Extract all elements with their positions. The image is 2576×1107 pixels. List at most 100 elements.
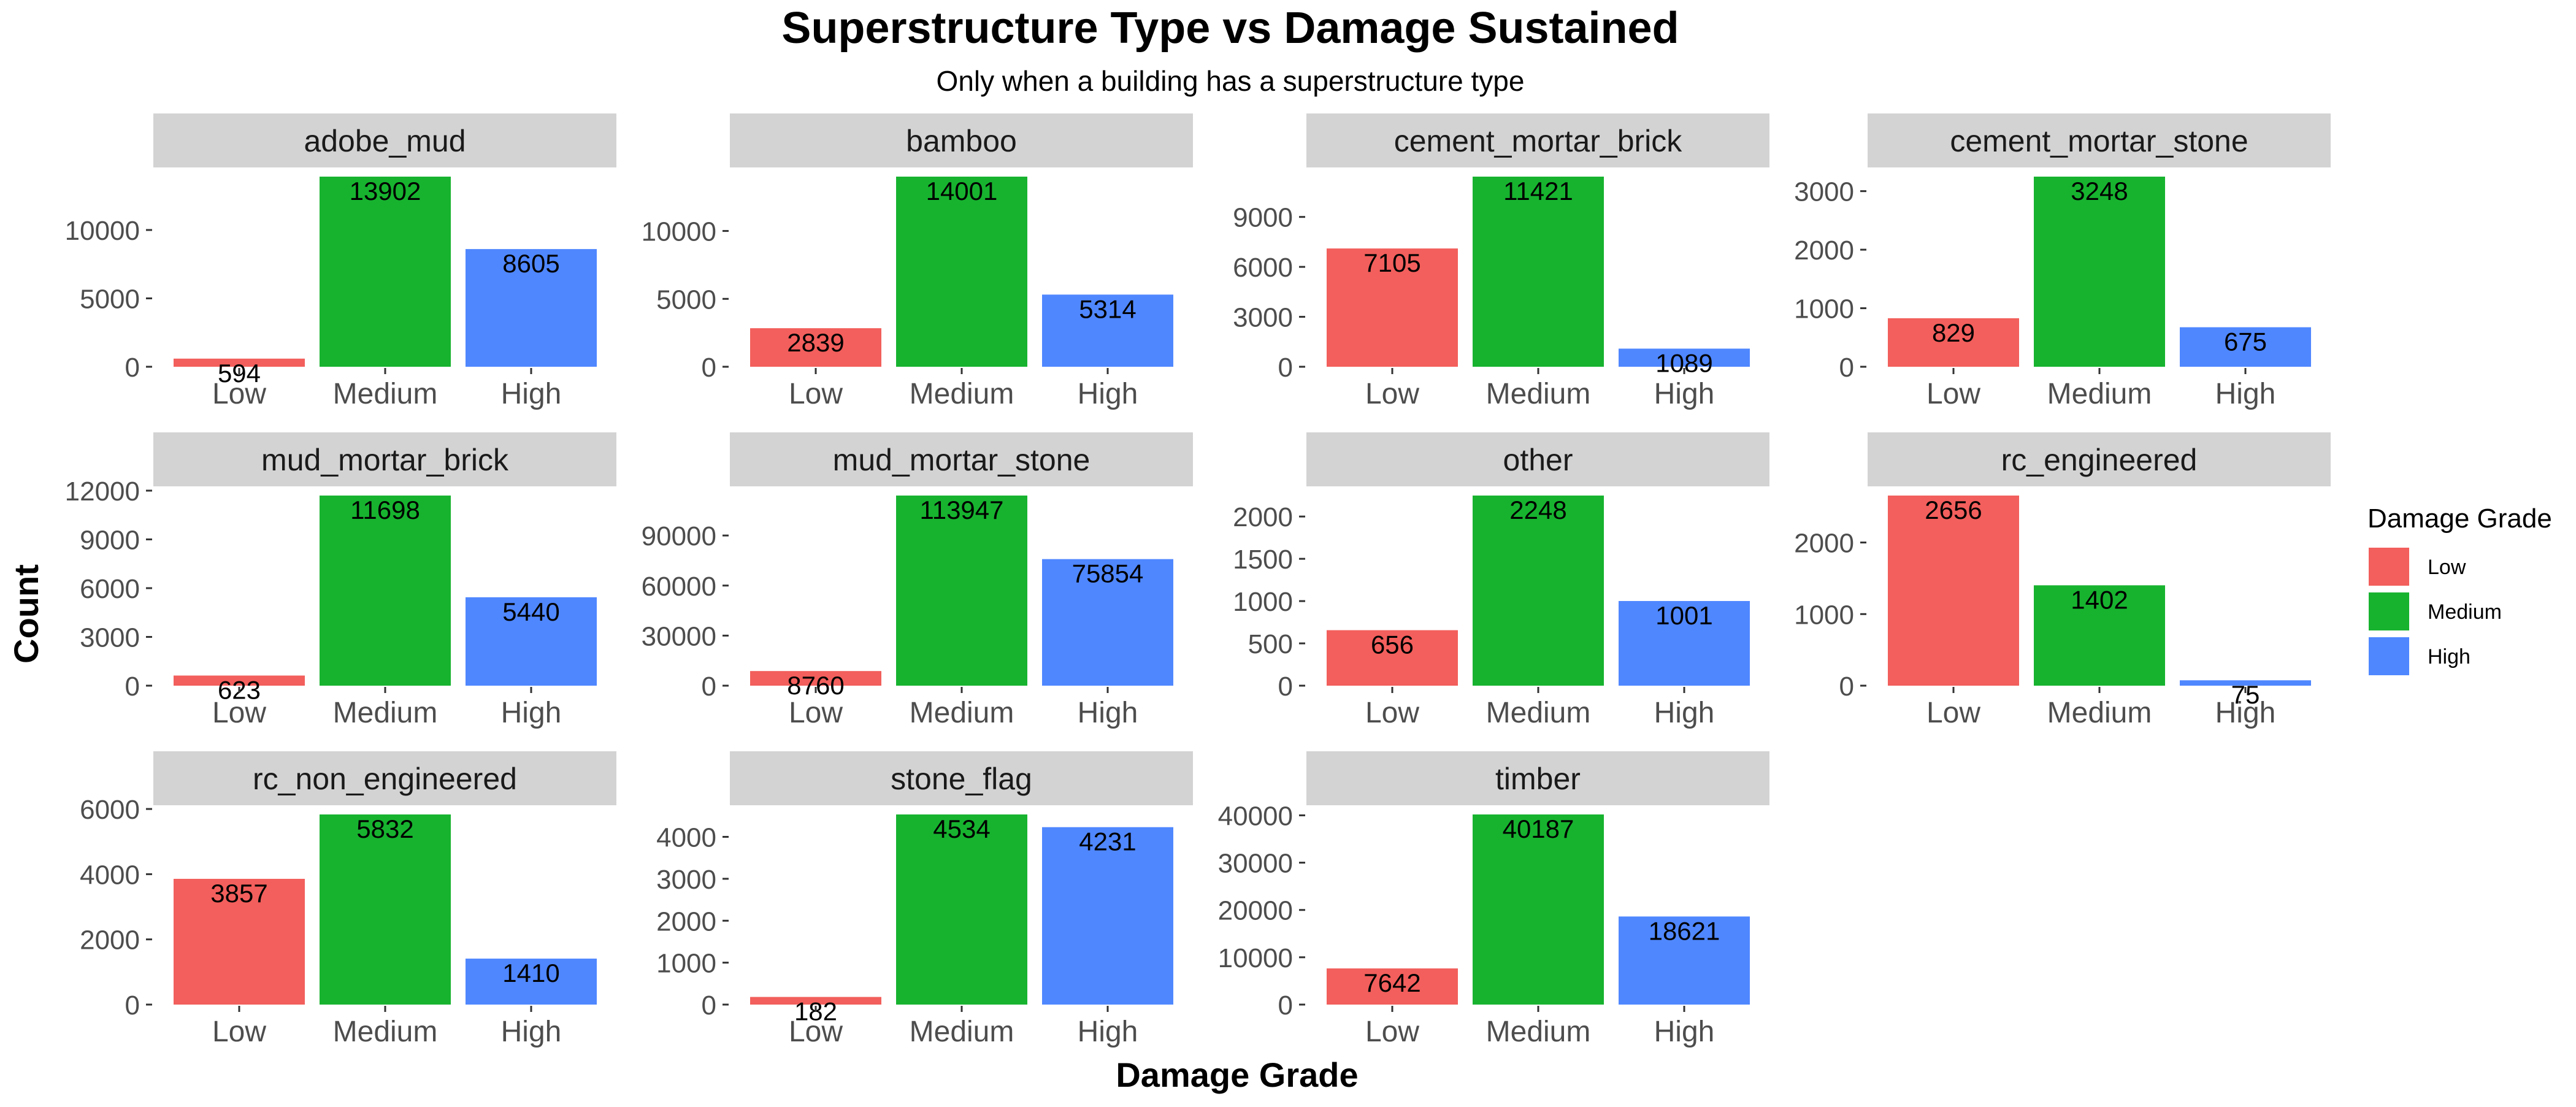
facet-panel: stone_flag01000200030004000182Low4534Med… [656,751,1193,1048]
data-label: 2248 [1509,496,1566,524]
y-tick-label: 1000 [656,949,716,979]
bar-high [2180,680,2311,686]
y-axis-label: Count [7,564,45,664]
y-tick-label: 12000 [65,477,140,507]
y-tick-label: 6000 [1233,253,1293,283]
facet-panel: cement_mortar_brick 0 3000 6000 9000 7105 Low 1… [1233,113,1769,410]
bar-medium [2034,585,2165,686]
data-label: 5832 [356,814,413,843]
x-tick-label: Low [212,1016,266,1048]
y-tick-label: 4000 [656,823,716,853]
facet-strip [730,432,1193,486]
bar-low [174,358,305,367]
data-label: 40187 [1503,814,1574,843]
y-tick-label: 500 [1248,629,1293,659]
y-tick-label: 9000 [1233,203,1293,233]
x-tick-label: Medium [1486,1016,1591,1048]
y-tick-label: 9000 [80,525,140,555]
facet-strip-label: timber [1495,762,1581,796]
x-tick-label: Medium [1486,378,1591,410]
y-tick-label: 20000 [1218,896,1293,926]
chart-title: Superstructure Type vs Damage Sustained [781,4,1679,53]
x-tick-label: Low [1365,1016,1419,1048]
legend-label: High [2428,645,2471,668]
data-label: 13902 [350,177,421,205]
data-label: 8760 [787,671,844,700]
facet-panel: adobe_mud0500010000594Low13902Medium8605… [65,113,616,410]
data-label: 18621 [1649,916,1720,945]
bar-low [750,328,881,367]
bar-medium [320,814,451,1005]
y-tick-label: 30000 [1218,849,1293,879]
x-axis-label: Damage Grade [1116,1055,1358,1094]
bar-medium [896,496,1027,686]
y-tick-label: 0 [702,353,716,383]
facet-strip [1868,113,2331,167]
facet-strip-label: cement_mortar_stone [1950,124,2248,158]
facet-strip [1306,113,1769,167]
y-tick-label: 0 [1278,672,1293,702]
data-label: 4534 [933,814,990,843]
y-tick-label: 1000 [1794,600,1854,630]
data-label: 656 [1371,630,1414,659]
y-tick-label: 10000 [1218,943,1293,973]
y-tick-label: 90000 [642,521,716,551]
y-tick-label: 2000 [80,925,140,956]
bar-high [1042,559,1173,686]
facet-strip-label: adobe_mud [304,124,466,158]
x-tick-label: High [1078,697,1138,729]
bar-high [1619,348,1750,367]
data-label: 7105 [1363,248,1420,277]
x-tick-label: Low [789,378,843,410]
bar-low [1888,318,2019,367]
x-tick-label: High [1654,1016,1715,1048]
x-tick-label: Low [789,1016,843,1048]
data-label: 75 [2231,680,2260,709]
y-tick-label: 6000 [80,574,140,604]
bar-high [2180,327,2311,367]
facet-strip [1306,751,1769,805]
x-tick-label: High [501,697,562,729]
y-tick-label: 0 [1839,353,1854,383]
y-tick-label: 4000 [80,860,140,890]
facet-strip [153,751,616,805]
facet-strip [1306,432,1769,486]
y-tick-label: 3000 [80,622,140,653]
y-tick-label: 0 [125,990,140,1021]
facet-strip-label: rc_non_engineered [253,762,517,796]
x-tick-label: High [1078,378,1138,410]
data-label: 1001 [1655,601,1712,630]
x-tick-label: Medium [333,1016,438,1048]
y-tick-label: 5000 [656,285,716,315]
x-tick-label: Medium [1486,697,1591,729]
bar-low [174,675,305,686]
y-tick-label: 2000 [1794,236,1854,266]
bar-high [1619,600,1750,686]
bar-medium [1473,177,1604,367]
facet-strip [153,432,616,486]
bar-medium [1473,814,1604,1005]
bar-medium [2034,177,2165,367]
data-label: 3248 [2071,177,2128,205]
data-label: 2656 [1925,496,1982,524]
data-label: 1402 [2071,585,2128,614]
facet-strip [1868,432,2331,486]
y-tick-label: 1000 [1794,294,1854,324]
x-tick-label: Medium [910,697,1014,729]
facet-strip-label: stone_flag [891,762,1032,796]
x-tick-label: Low [1926,697,1980,729]
facet-strip-label: rc_engineered [2001,443,2198,477]
data-label: 829 [1932,318,1975,347]
y-tick-label: 40000 [1218,801,1293,831]
x-tick-label: High [1654,697,1715,729]
x-tick-label: Medium [910,378,1014,410]
bar-medium [896,177,1027,367]
bar-low [1327,630,1458,686]
x-tick-label: High [1654,378,1715,410]
y-tick-label: 2000 [656,906,716,937]
facet-panel: rc_engineered 0 1000 2000 2656 Low 1402 Medium 7… [1794,432,2331,729]
data-label: 3857 [210,879,267,908]
x-tick-label: Low [1926,378,1980,410]
bar-high [466,597,597,686]
